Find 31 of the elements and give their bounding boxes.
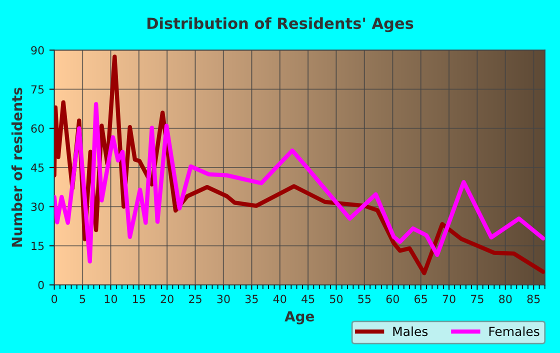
legend-label: Males [393, 326, 428, 336]
x-axis-title: Age [284, 311, 314, 324]
line-series [54, 102, 545, 264]
x-tick-label: 40 [273, 294, 286, 304]
legend-label: Females [489, 326, 540, 336]
y-tick-label: 90 [31, 46, 44, 55]
y-tick-label: 75 [31, 85, 44, 94]
y-tick-label: 60 [31, 124, 44, 133]
x-tick-label: 55 [358, 294, 371, 304]
x-tick-label: 50 [330, 294, 343, 304]
x-tick-label: 60 [386, 294, 399, 304]
x-tick-label: 45 [302, 294, 314, 304]
x-tick-label: 65 [414, 294, 427, 304]
y-tick-label: 0 [38, 280, 44, 290]
y-tick-label: 15 [32, 242, 44, 250]
x-tick-label: 0 [52, 294, 58, 304]
x-tick-label: 20 [160, 294, 174, 304]
x-tick-label: 35 [245, 294, 258, 304]
x-tick-label: 5 [80, 294, 86, 304]
x-tick-label: 15 [133, 294, 145, 304]
y-tick-label: 30 [31, 202, 44, 211]
chart-title: Distribution of Residents' Ages [147, 17, 414, 32]
x-tick-label: 25 [189, 294, 202, 304]
x-tick-label: 80 [499, 294, 512, 304]
x-tick-label: 10 [104, 294, 118, 304]
x-tick-label: 85 [527, 294, 540, 304]
x-tick-label: 75 [471, 294, 484, 304]
y-axis-title: Number of residents [11, 88, 22, 247]
x-tick-label: 30 [217, 294, 230, 304]
y-tick-label: 45 [31, 164, 44, 172]
x-tick-label: 70 [442, 294, 456, 304]
